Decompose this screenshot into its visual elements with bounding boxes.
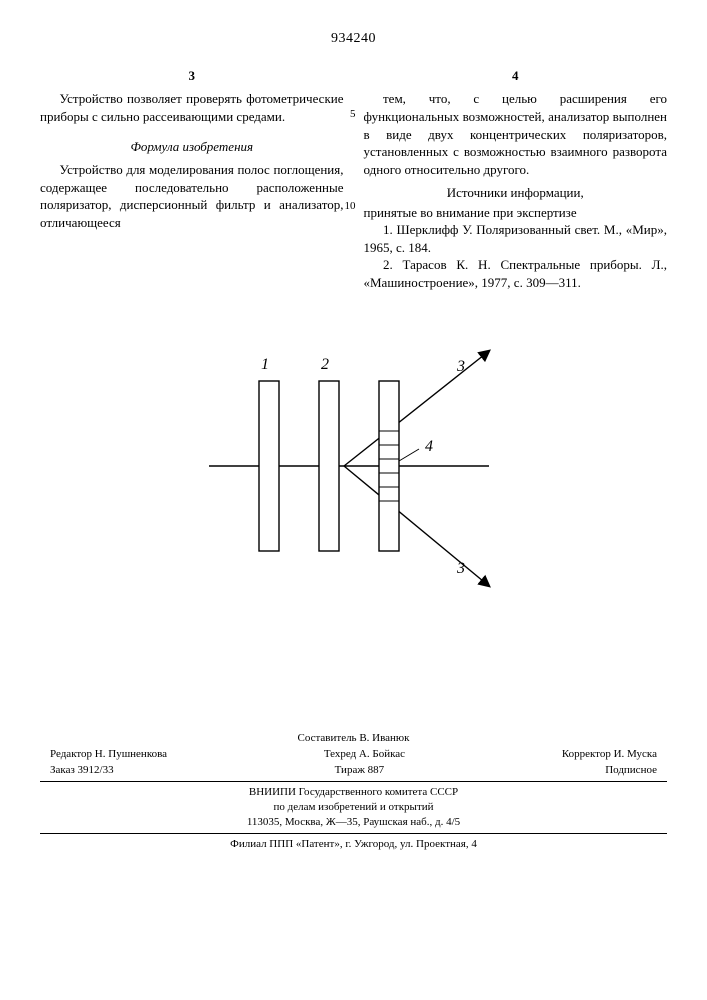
org-line-3: 113035, Москва, Ж—35, Раушская наб., д. …	[40, 815, 667, 830]
reference-1: 1. Шерклифф У. Поляризованный свет. М., …	[364, 221, 668, 256]
tech-editor: Техред А. Бойкас	[324, 747, 405, 762]
tirage: Тираж 887	[335, 763, 385, 778]
patent-figure: 1 2 3 3 4	[40, 321, 667, 611]
compiler: Составитель В. Иванюк	[50, 731, 657, 746]
subscription: Подписное	[605, 763, 657, 778]
line-number-5: 5	[350, 107, 356, 122]
divider	[40, 833, 667, 834]
column-right: 4 тем, что, с целью расширения его функц…	[364, 67, 668, 292]
claim-title: Формула изобретения	[40, 138, 344, 156]
line-number-10: 10	[345, 199, 356, 214]
two-column-text: 3 Устройство позволяет проверять фотомет…	[40, 67, 667, 292]
column-left-number: 3	[40, 67, 344, 85]
svg-text:2: 2	[321, 356, 329, 373]
svg-text:3: 3	[456, 358, 465, 375]
org-line-2: по делам изобретений и открытий	[40, 800, 667, 815]
org-line-4: Филиал ППП «Патент», г. Ужгород, ул. Про…	[40, 837, 667, 852]
sources-title-line1: Источники информации,	[364, 184, 668, 202]
column-right-number: 4	[364, 67, 668, 85]
svg-text:4: 4	[425, 438, 433, 455]
reference-2: 2. Тарасов К. Н. Спектральные приборы. Л…	[364, 256, 668, 291]
left-para-2: Устройство для моделирования полос погло…	[40, 161, 344, 231]
svg-text:3: 3	[456, 560, 465, 577]
org-line-1: ВНИИПИ Государственного комитета СССР	[40, 785, 667, 800]
patent-number: 934240	[40, 30, 667, 49]
editor: Редактор Н. Пушненкова	[50, 747, 167, 762]
right-para-1: тем, что, с целью расширения его функцио…	[364, 90, 668, 178]
column-left: 3 Устройство позволяет проверять фотомет…	[40, 67, 344, 292]
svg-text:1: 1	[261, 356, 269, 373]
order-number: Заказ 3912/33	[50, 763, 114, 778]
imprint-footer: Составитель В. Иванюк Редактор Н. Пушнен…	[40, 731, 667, 851]
divider	[40, 781, 667, 782]
left-para-1: Устройство позволяет проверять фотометри…	[40, 90, 344, 125]
sources-title-line2: принятые во внимание при экспертизе	[364, 204, 668, 222]
corrector: Корректор И. Муска	[562, 747, 657, 762]
